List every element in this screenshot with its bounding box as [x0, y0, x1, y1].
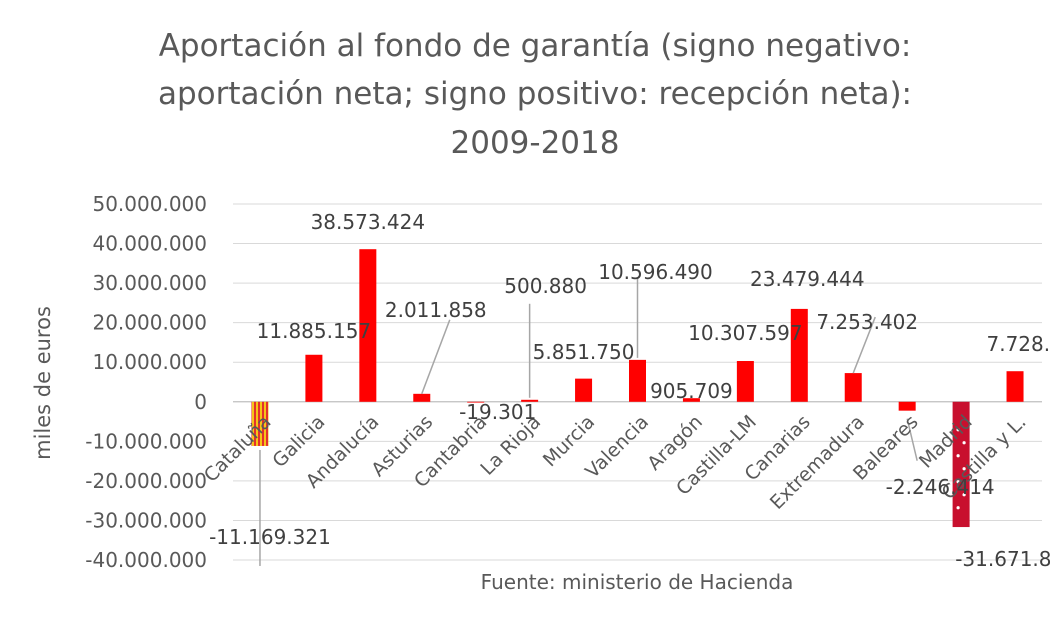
label-leader	[906, 418, 918, 461]
bar-star	[956, 454, 960, 458]
bar-star	[956, 480, 960, 484]
data-label-leaders	[259, 277, 918, 566]
data-label: -2.246.414	[886, 475, 995, 499]
data-label: 2.011.858	[385, 298, 487, 322]
y-tick-label: 50.000.000	[92, 192, 207, 216]
bar-star	[956, 428, 960, 432]
source-note: Fuente: ministerio de Hacienda	[481, 570, 794, 594]
data-label: 7.253.402	[816, 310, 918, 334]
y-axis-ticks: 50.000.000 40.000.000 30.000.000 20.000.000…	[85, 192, 207, 572]
y-tick-label: 10.000.000	[92, 350, 207, 374]
data-label: -19.301	[459, 400, 536, 424]
chart-title-line-2: aportación neta; signo positivo: recepci…	[158, 76, 912, 112]
y-tick-label: 30.000.000	[92, 271, 207, 295]
chart-title-line-3: 2009-2018	[451, 125, 620, 161]
bar	[575, 378, 593, 402]
data-label: 10.596.490	[598, 260, 713, 284]
bar	[790, 308, 808, 402]
bar	[736, 361, 754, 402]
bar	[629, 359, 646, 402]
bar	[467, 401, 485, 403]
category-label: Cataluña	[200, 411, 276, 487]
label-leader	[421, 319, 451, 395]
data-label: 905.709	[650, 379, 733, 403]
data-label: 10.307.597	[688, 321, 803, 345]
y-tick-label: 20.000.000	[92, 311, 207, 335]
bar-star	[962, 493, 966, 497]
data-label: 500.880	[504, 274, 587, 298]
chart-title-line-1: Aportación al fondo de garantía (signo n…	[159, 28, 912, 64]
y-tick-label: 0	[194, 390, 207, 414]
bar-star	[962, 441, 966, 445]
data-label: 23.479.444	[750, 267, 865, 291]
y-axis-title: miles de euros	[31, 306, 55, 460]
bar	[359, 249, 377, 402]
bar	[682, 398, 700, 402]
bar	[844, 373, 862, 402]
data-label: 11.885.157	[257, 319, 372, 343]
bar	[413, 393, 431, 402]
y-tick-label: -20.000.000	[85, 469, 207, 493]
bar-star	[956, 506, 960, 510]
bar	[305, 354, 323, 402]
bar	[251, 401, 269, 446]
data-labels: -11.169.321 11.885.157 38.573.424 2.011.858…	[209, 210, 1050, 571]
data-label: -31.671.816	[955, 547, 1050, 571]
y-tick-label: -40.000.000	[85, 548, 207, 572]
data-label: 5.851.750	[533, 340, 635, 364]
data-label: 38.573.424	[311, 210, 426, 234]
bar	[898, 401, 916, 411]
data-label: 7.728.01	[987, 332, 1050, 356]
bar	[1006, 371, 1024, 402]
bar-star	[962, 467, 966, 471]
data-label: -11.169.321	[209, 525, 331, 549]
y-tick-label: -30.000.000	[85, 508, 207, 532]
y-tick-label: -10.000.000	[85, 429, 207, 453]
category-label: Extremadura	[766, 411, 869, 514]
bars	[251, 249, 1024, 528]
y-tick-label: 40.000.000	[92, 232, 207, 256]
bar	[521, 399, 539, 402]
label-leader	[852, 316, 876, 374]
